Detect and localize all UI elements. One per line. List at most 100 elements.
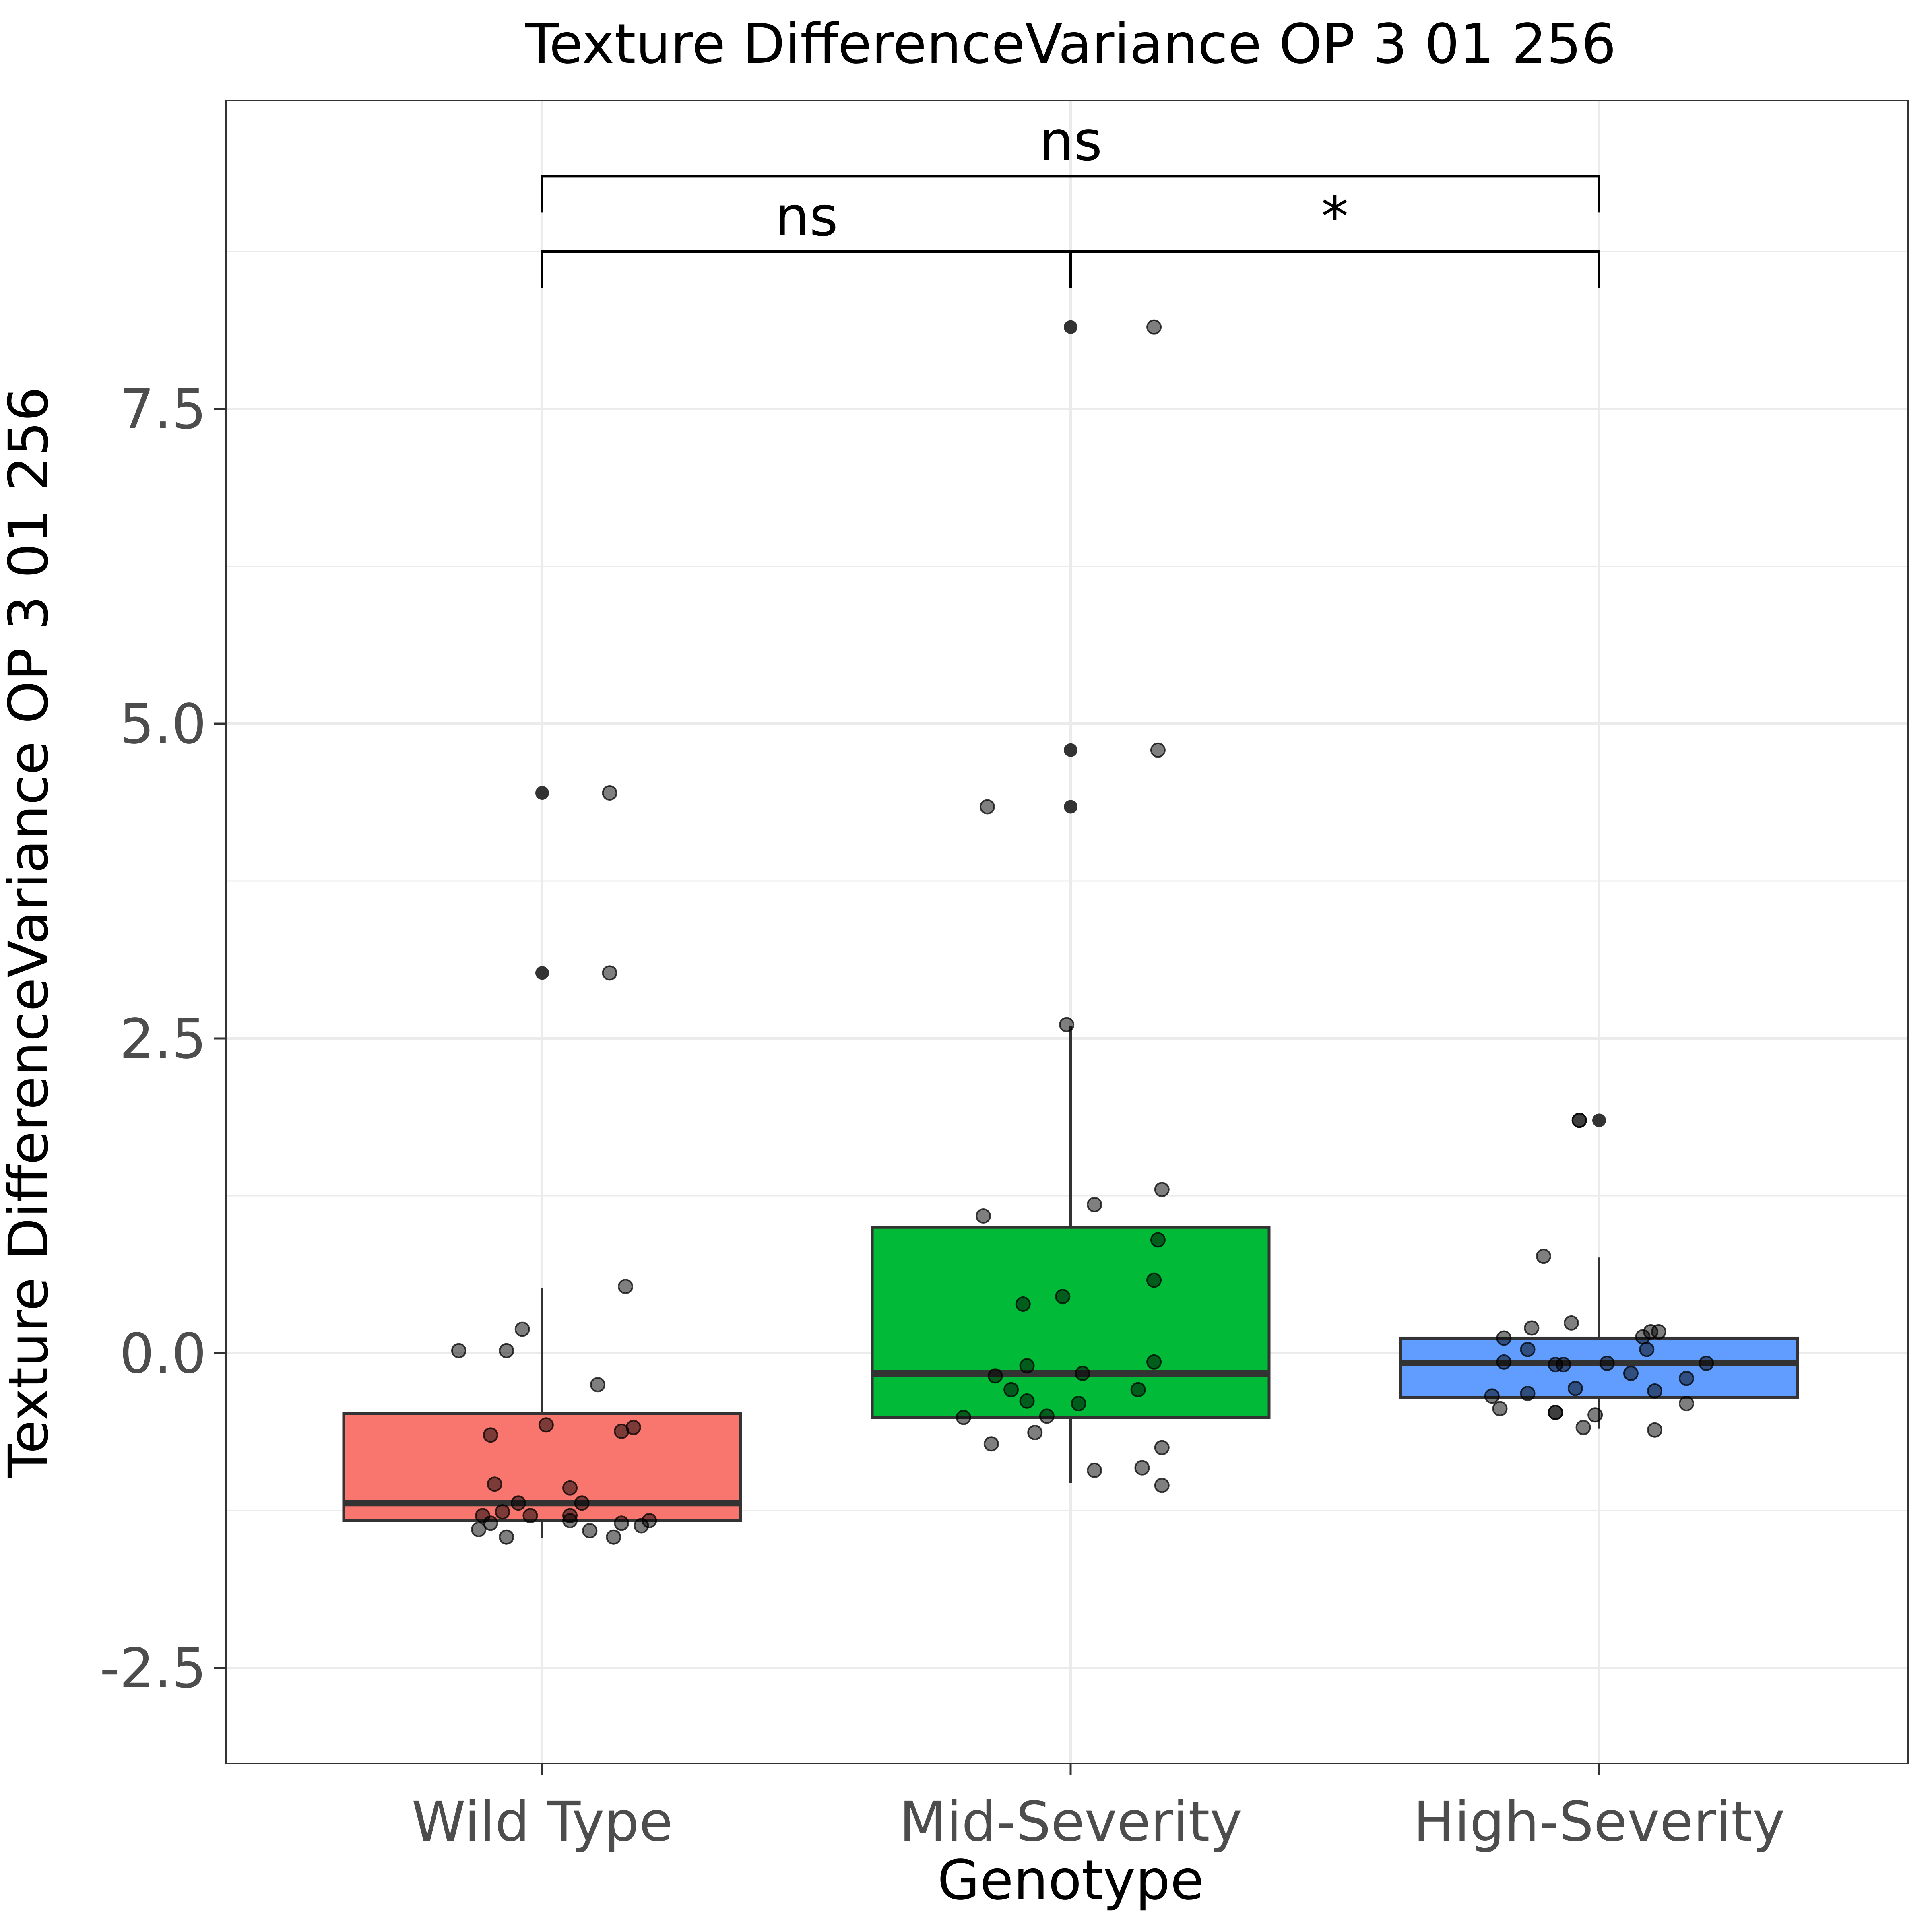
data-point [1587, 1407, 1603, 1423]
data-point [1150, 742, 1166, 758]
data-point [1484, 1388, 1500, 1404]
x-tick-label: Wild Type [412, 1790, 673, 1854]
data-point [1039, 1408, 1055, 1424]
data-point [483, 1427, 498, 1443]
data-point [602, 785, 617, 801]
data-point [602, 965, 617, 981]
data-point [1520, 1342, 1536, 1357]
data-point [1059, 1017, 1075, 1032]
data-point [499, 1343, 514, 1358]
data-point [976, 1208, 991, 1224]
point-layer [451, 319, 1714, 1545]
data-point [956, 1410, 971, 1425]
data-point [495, 1504, 510, 1520]
significance-bracket [541, 250, 1072, 288]
data-point [483, 1515, 498, 1531]
data-point [1635, 1329, 1651, 1345]
data-point [1599, 1356, 1615, 1371]
x-axis-title: Genotype [937, 1849, 1204, 1912]
data-point [590, 1377, 606, 1393]
data-point [1536, 1249, 1551, 1264]
y-tick-label: -2.5 [100, 1637, 206, 1701]
outlier-point [1064, 743, 1077, 757]
data-point [1699, 1356, 1714, 1371]
data-point [1520, 1386, 1536, 1402]
y-tick-label: 7.5 [120, 378, 206, 442]
data-point [1492, 1401, 1508, 1416]
data-point [1087, 1462, 1102, 1478]
chart-title: Texture DifferenceVariance OP 3 01 256 [525, 12, 1616, 76]
data-point [1571, 1113, 1587, 1128]
data-point [618, 1279, 634, 1294]
data-point [1575, 1420, 1591, 1435]
data-point [562, 1480, 578, 1496]
significance-label: * [1321, 185, 1349, 249]
significance-brackets: ns * ns [541, 109, 1600, 288]
data-point [1150, 1232, 1166, 1248]
data-point [1027, 1425, 1043, 1441]
y-axis-title: Texture DifferenceVariance OP 3 01 256 [0, 387, 61, 1478]
data-point [574, 1495, 590, 1511]
y-tick-label: 2.5 [120, 1007, 206, 1071]
x-axis: Wild Type Mid-Severity High-Severity [412, 1763, 1785, 1854]
data-point [1647, 1383, 1663, 1399]
data-point [1496, 1330, 1512, 1346]
data-point [1019, 1358, 1035, 1374]
data-point [538, 1417, 554, 1433]
data-point [1146, 1354, 1162, 1370]
box-1 [871, 1226, 1271, 1419]
data-point [1623, 1366, 1639, 1381]
data-point [1019, 1393, 1035, 1409]
data-point [1548, 1405, 1563, 1420]
data-point [625, 1420, 641, 1435]
data-point [1154, 1478, 1170, 1493]
data-point [1496, 1354, 1512, 1370]
data-point [1134, 1460, 1150, 1476]
data-point [1563, 1315, 1579, 1331]
data-point [1130, 1382, 1146, 1397]
y-tick-label: 5.0 [120, 693, 206, 756]
data-point [1075, 1366, 1090, 1381]
data-point [499, 1529, 514, 1545]
data-point [1647, 1422, 1663, 1438]
significance-bracket [541, 175, 1600, 213]
data-point [1639, 1342, 1655, 1357]
outlier-point [1592, 1113, 1606, 1127]
outlier-point [535, 966, 549, 980]
data-point [451, 1343, 466, 1358]
data-point [514, 1321, 530, 1337]
data-point [1154, 1440, 1170, 1455]
outlier-point [1064, 320, 1077, 334]
data-point [510, 1495, 526, 1511]
data-point [614, 1515, 630, 1531]
significance-label: ns [1039, 109, 1102, 173]
data-point [1087, 1197, 1102, 1212]
data-point [1146, 1272, 1162, 1288]
plot-panel-border [225, 100, 1909, 1764]
outlier-point [535, 786, 549, 800]
box-layer [342, 320, 1799, 1538]
data-point [979, 799, 995, 815]
significance-bracket [1069, 250, 1600, 288]
data-point [1524, 1320, 1540, 1336]
significance-label: ns [775, 185, 838, 249]
box-2 [1399, 1336, 1799, 1399]
data-point [1146, 319, 1162, 335]
data-point [634, 1518, 649, 1534]
y-tick-label: 0.0 [120, 1322, 206, 1386]
data-point [1678, 1396, 1694, 1412]
data-point [1055, 1289, 1071, 1305]
data-point [1567, 1381, 1583, 1396]
data-point [606, 1529, 621, 1545]
data-point [1154, 1182, 1170, 1197]
data-point [1015, 1296, 1031, 1312]
outlier-point [1064, 800, 1077, 814]
x-tick-label: Mid-Severity [899, 1790, 1242, 1854]
data-point [1548, 1357, 1563, 1373]
data-point [1003, 1382, 1019, 1397]
data-point [582, 1523, 598, 1539]
data-point [987, 1368, 1003, 1384]
data-point [487, 1476, 502, 1492]
data-point [522, 1508, 538, 1523]
